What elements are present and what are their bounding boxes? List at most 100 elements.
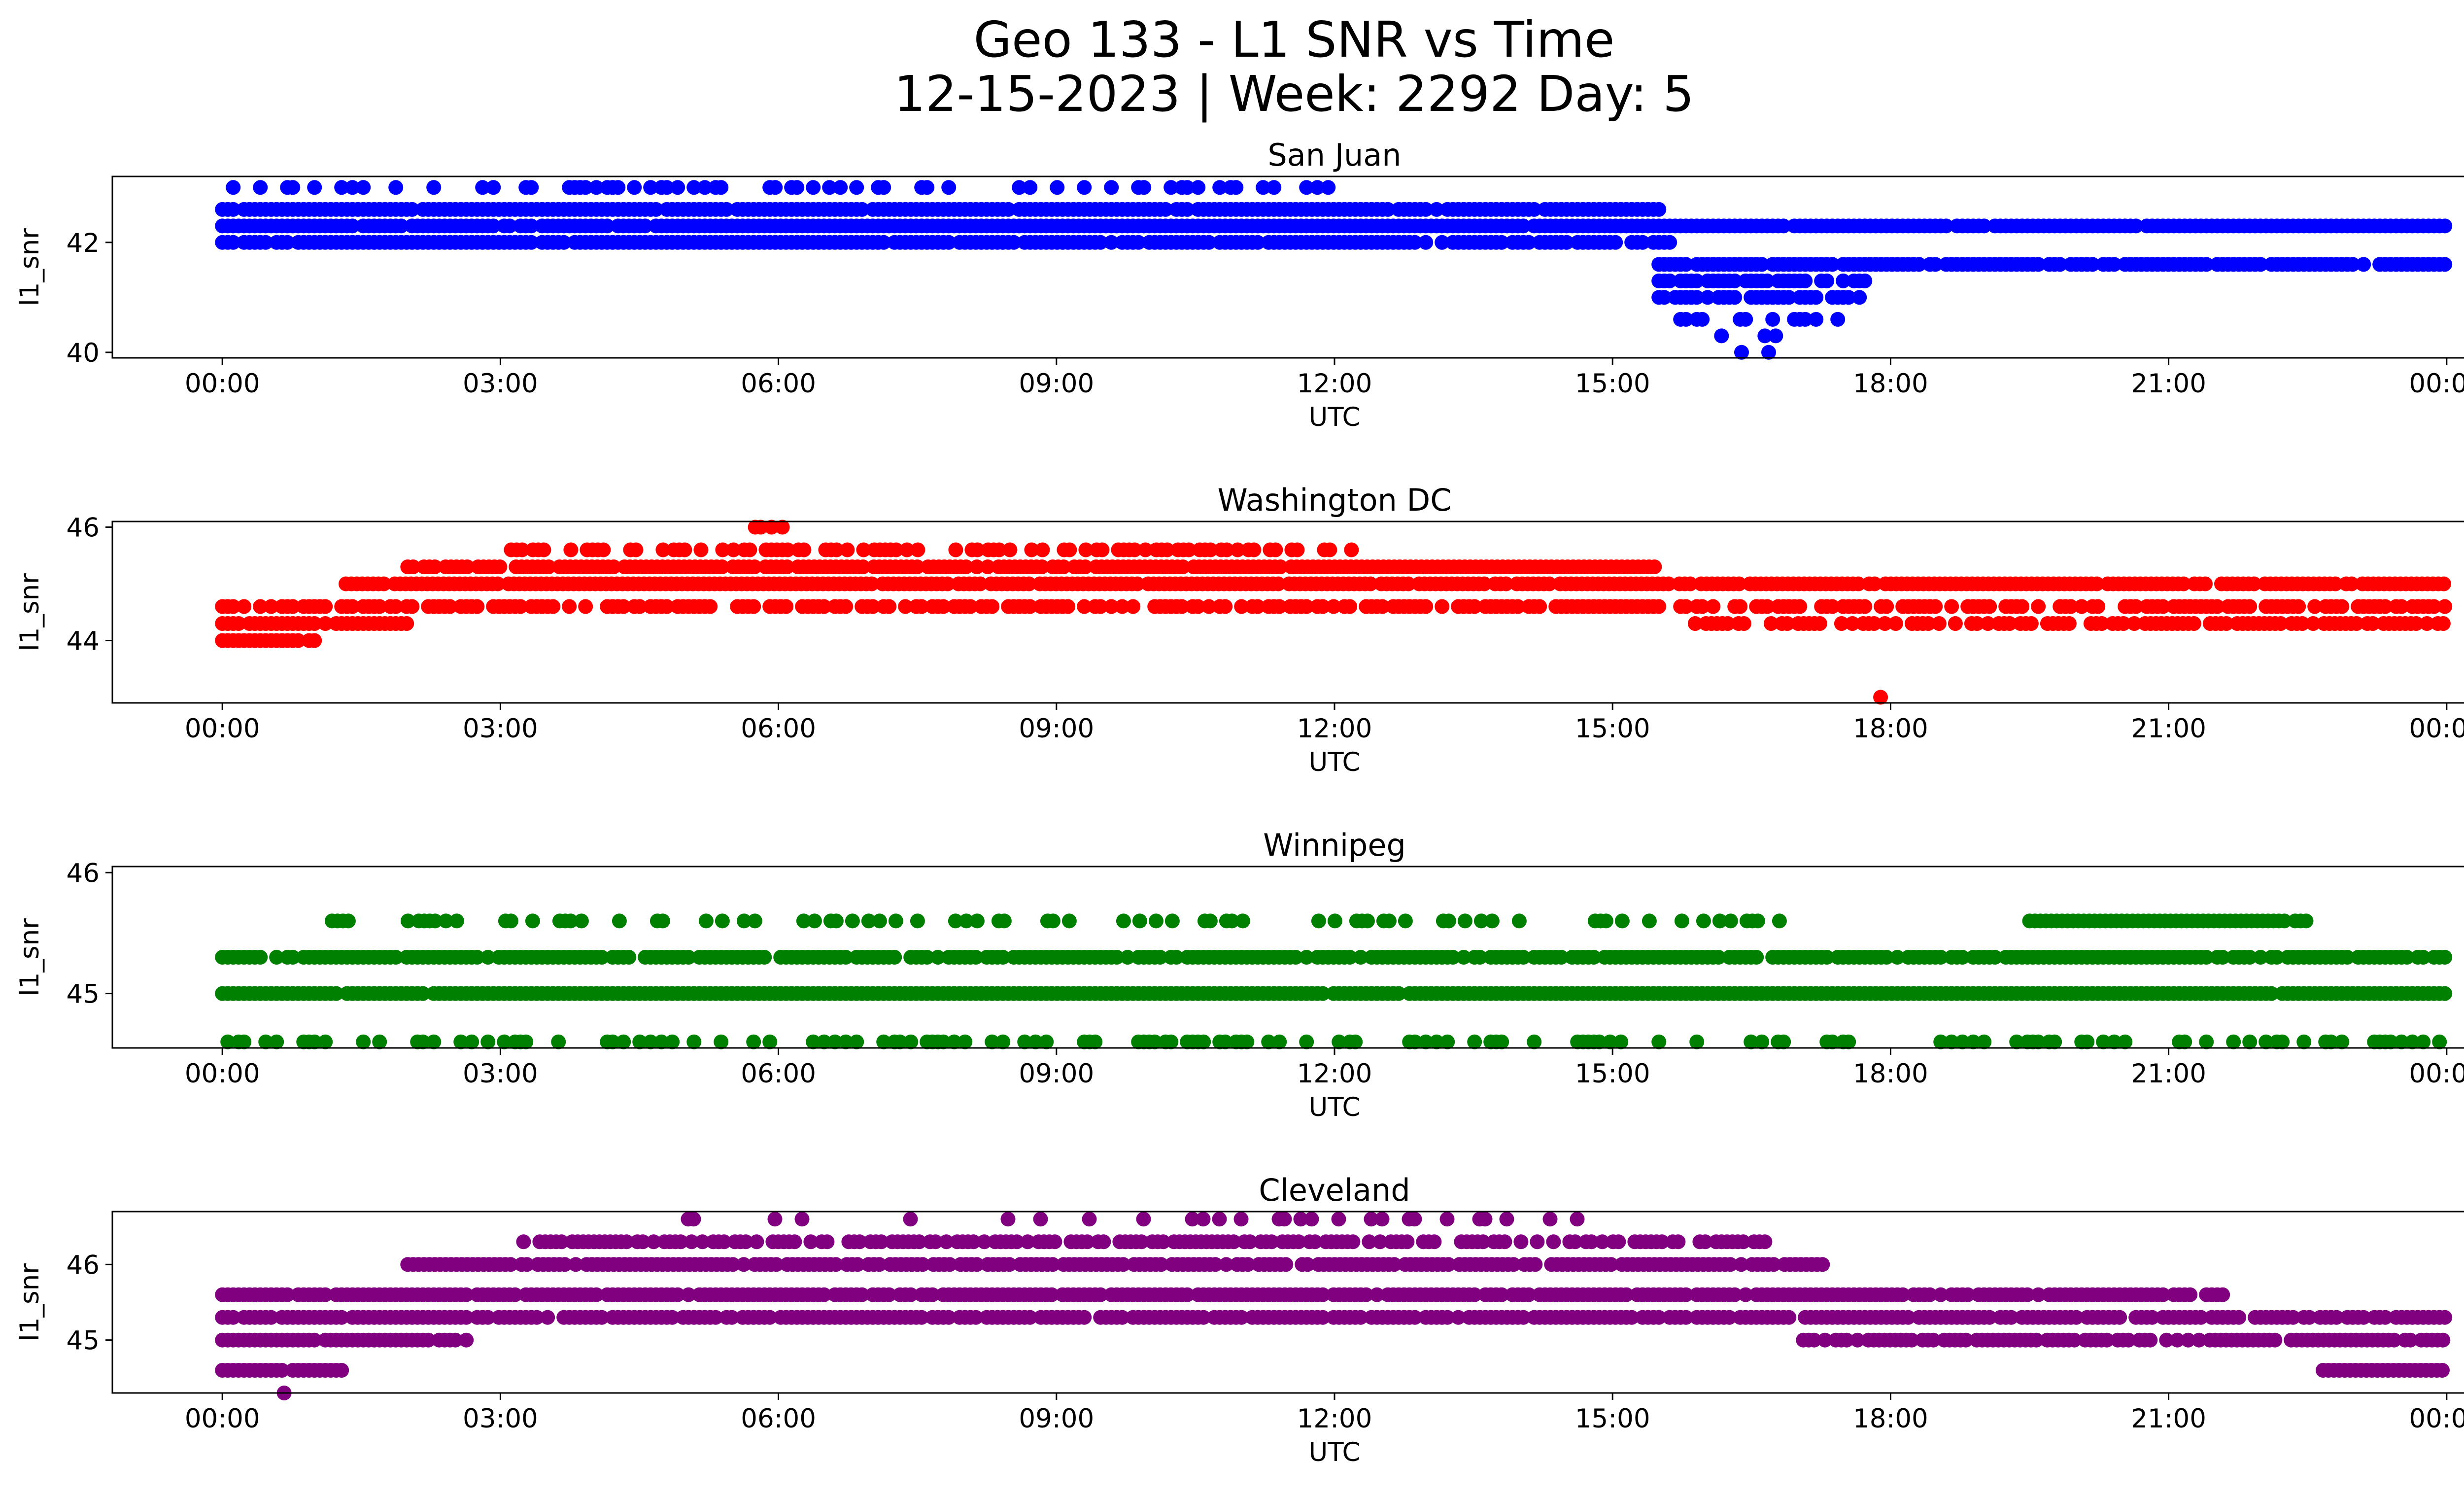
data-point (1798, 273, 1813, 288)
data-point (995, 1034, 1011, 1049)
data-point (612, 913, 627, 929)
data-point (2047, 1034, 2062, 1049)
data-point (1180, 202, 1195, 217)
data-point (524, 235, 539, 250)
data-point (1082, 1212, 1097, 1227)
data-point (1034, 559, 1050, 574)
data-point (1732, 576, 1746, 591)
data-point (1062, 542, 1077, 557)
data-point (1611, 1234, 1626, 1250)
data-point (1001, 202, 1016, 217)
data-point (910, 913, 925, 929)
data-point (1104, 180, 1119, 195)
data-point (2156, 599, 2171, 614)
data-point (1497, 1234, 1512, 1250)
data-point (1271, 576, 1286, 591)
data-point (1158, 202, 1173, 217)
data-point (1542, 1212, 1558, 1227)
x-tick-label: 15:00 (1575, 369, 1650, 399)
data-point (762, 1034, 778, 1049)
data-point (643, 180, 658, 195)
y-axis-label: l1_snr (15, 228, 45, 306)
data-point (715, 559, 730, 574)
data-point (226, 235, 241, 250)
data-point (318, 1034, 333, 1049)
x-tick-label: 12:00 (1297, 1404, 1372, 1434)
data-point (2085, 257, 2100, 272)
data-point (655, 913, 670, 929)
data-point (2183, 1287, 2198, 1302)
data-point (1441, 913, 1456, 929)
data-point (2247, 576, 2261, 591)
data-point (1056, 559, 1071, 574)
data-point (426, 180, 442, 195)
data-point (1879, 599, 1894, 614)
data-point (1180, 180, 1195, 195)
x-tick-label: 21:00 (2131, 1404, 2206, 1434)
data-point (1246, 542, 1262, 557)
data-point (1977, 218, 1992, 234)
data-point (1467, 1034, 1482, 1049)
data-point (715, 913, 730, 929)
data-point (1250, 599, 1266, 614)
data-point (1104, 599, 1119, 614)
data-point (1683, 576, 1698, 591)
data-point (2118, 1034, 2133, 1049)
data-point (388, 599, 404, 614)
data-point (1977, 1034, 1992, 1049)
data-point (2143, 1332, 2158, 1348)
data-point (1484, 913, 1500, 929)
data-point (910, 542, 925, 557)
data-point (480, 1034, 496, 1049)
data-point (540, 1310, 555, 1325)
data-point (1093, 599, 1108, 614)
data-point (2074, 599, 2089, 614)
data-point (1662, 235, 1677, 250)
data-point (1418, 599, 1434, 614)
data-point (1212, 180, 1228, 195)
y-tick-label: 46 (67, 513, 100, 543)
x-axis: 00:00 03:00 06:00 09:00 12:00 15:00 18:00 21:00… (185, 1393, 2464, 1467)
data-point (1104, 235, 1119, 250)
x-tick-label: 18:00 (1853, 1059, 1928, 1089)
data-point (714, 1034, 729, 1049)
subplot-title: Cleveland (1259, 1172, 1410, 1208)
data-point (1857, 599, 1873, 614)
data-point (1852, 290, 1867, 305)
data-point (845, 913, 860, 929)
y-tick-label: 40 (67, 338, 100, 368)
data-point (449, 913, 464, 929)
data-point (1304, 1212, 1319, 1227)
data-point (1191, 180, 1206, 195)
data-point (1077, 1310, 1092, 1325)
data-point (1734, 345, 1749, 360)
figure-title-line1: Geo 133 - L1 SNR vs Time (974, 11, 1615, 69)
data-point (768, 180, 783, 195)
data-point (578, 180, 593, 195)
data-point (2090, 599, 2106, 614)
data-point (1662, 273, 1677, 288)
data-point (2267, 1332, 2283, 1348)
x-tick-label: 03:00 (463, 1404, 538, 1434)
data-point (670, 180, 685, 195)
data-point (1050, 180, 1065, 195)
subplot-title: San Juan (1267, 137, 1401, 173)
data-point (1532, 599, 1547, 614)
x-tick-label: 12:00 (1297, 714, 1372, 744)
data-point (1136, 180, 1152, 195)
data-point (2356, 257, 2371, 272)
data-point (2186, 616, 2201, 631)
data-point (1657, 290, 1672, 305)
data-point (1321, 180, 1336, 195)
data-point (2437, 599, 2453, 614)
data-point (578, 599, 593, 614)
data-point (2177, 1034, 2192, 1049)
data-point (546, 599, 561, 614)
data-point (1407, 235, 1423, 250)
data-point (2291, 599, 2306, 614)
data-point (796, 542, 812, 557)
data-point (1511, 913, 1527, 929)
data-point (2053, 257, 2068, 272)
data-point (1754, 257, 1770, 272)
data-point (1023, 599, 1038, 614)
